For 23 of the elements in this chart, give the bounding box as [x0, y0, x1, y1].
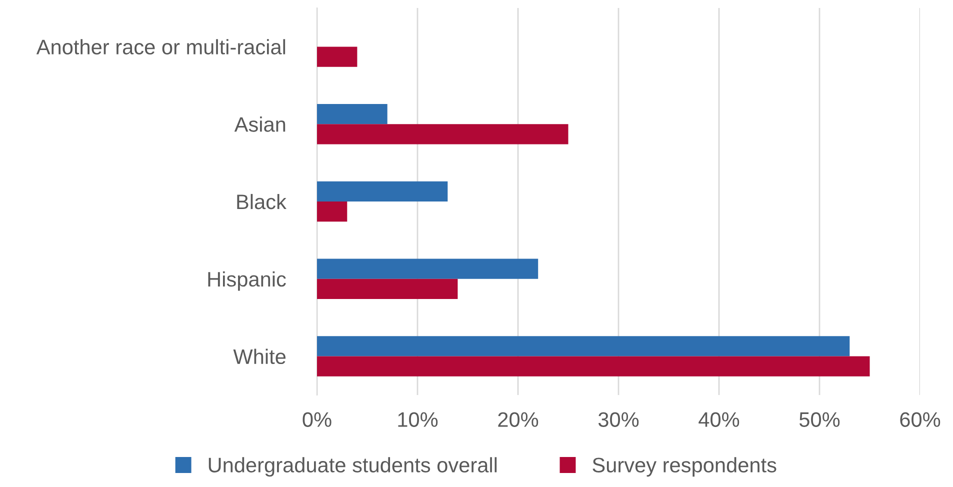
- x-tick-label: 0%: [302, 412, 332, 427]
- y-tick-label: White: [233, 348, 286, 364]
- x-tick-label: 30%: [598, 412, 639, 427]
- bar: [317, 278, 458, 300]
- bar: [317, 124, 568, 144]
- x-tick-label: 40%: [698, 412, 740, 427]
- bar: [317, 336, 850, 356]
- x-tick-label: 20%: [498, 412, 538, 427]
- bar: [317, 258, 538, 279]
- y-tick-label: Asian: [234, 116, 286, 132]
- bar: [317, 356, 870, 376]
- bar: [317, 181, 448, 202]
- x-tick-label: 50%: [799, 412, 840, 427]
- legend-label: Survey respondents: [592, 457, 776, 477]
- y-tick-label: Hispanic: [208, 271, 286, 291]
- bar: [317, 202, 348, 222]
- legend-label: Undergraduate students overall: [208, 457, 497, 477]
- x-tick-label: 60%: [900, 412, 940, 427]
- y-tick-label: Black: [237, 194, 286, 210]
- y-tick-label: Another race or multi-racial: [36, 39, 286, 54]
- bar: [317, 46, 358, 67]
- bar: [317, 104, 388, 124]
- x-tick-label: 10%: [398, 412, 438, 427]
